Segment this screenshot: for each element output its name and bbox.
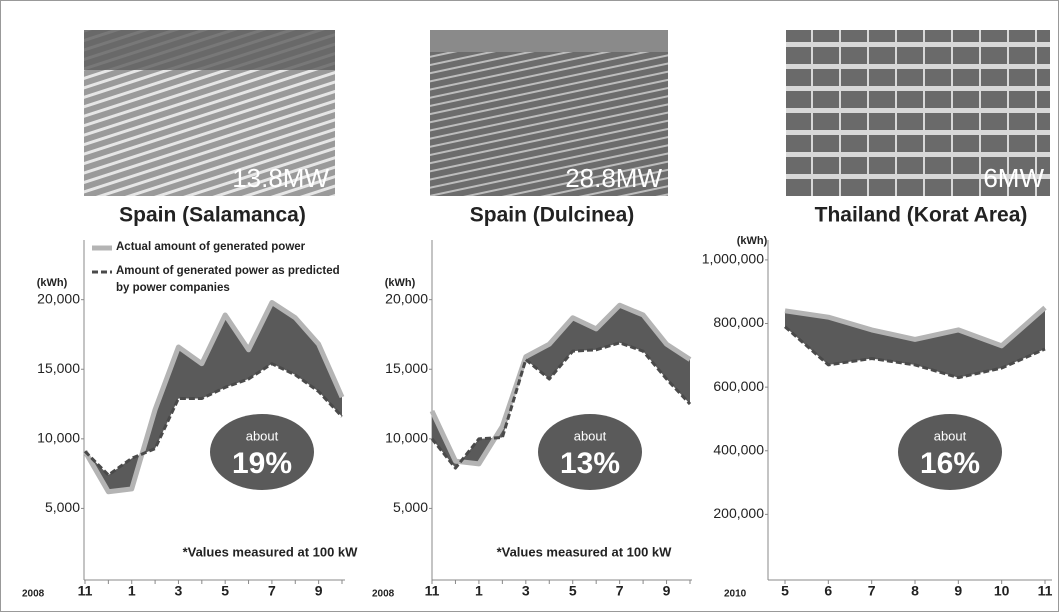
x-tick-label: 5 (781, 583, 789, 599)
x-tick-label: 3 (175, 583, 183, 599)
y-unit: (kWh) (737, 235, 768, 247)
x-tick-label: 11 (78, 583, 93, 599)
x-tick-label: 9 (663, 583, 671, 599)
chart-title: Spain (Salamanca) (119, 204, 306, 227)
x-tick-label: 1 (475, 583, 483, 599)
y-unit: (kWh) (385, 277, 416, 289)
x-tick-label: 5 (569, 583, 577, 599)
y-tick-label: 5,000 (45, 499, 80, 515)
legend-label: Amount of generated power as predicted b… (116, 263, 356, 297)
x-tick-label: 7 (268, 583, 276, 599)
x-tick-label: 9 (315, 583, 323, 599)
note: *Values measured at 100 kW (497, 544, 673, 559)
y-tick-label: 800,000 (713, 314, 764, 330)
y-tick-label: 600,000 (713, 378, 764, 394)
x-tick-label: 1 (128, 583, 136, 599)
x-tick-label: 11 (1038, 583, 1053, 599)
infographic: 13.8MW Spain (Salamanca) (kWh) 2008 5,000 10,… (0, 0, 1059, 612)
year-label: 2010 (724, 589, 747, 600)
badge-label: about (574, 428, 607, 443)
year-label: 2008 (372, 589, 395, 600)
y-unit: (kWh) (37, 277, 68, 289)
x-tick-label: 3 (522, 583, 530, 599)
badge-label: about (246, 428, 279, 443)
x-tick-label: 6 (824, 583, 832, 599)
x-tick-label: 5 (221, 583, 229, 599)
capacity: 28.8MW (565, 163, 662, 193)
y-tick-label: 5,000 (393, 499, 428, 515)
y-tick-label: 20,000 (37, 290, 80, 306)
x-tick-label: 11 (425, 583, 440, 599)
x-tick-label: 10 (994, 583, 1010, 599)
legend-entry: Amount of generated power as predicted b… (116, 263, 356, 303)
legend-label: Actual amount of generated power (116, 239, 356, 256)
y-tick-label: 400,000 (713, 441, 764, 457)
y-tick-label: 15,000 (37, 360, 80, 376)
note: *Values measured at 100 kW (183, 544, 359, 559)
y-tick-label: 1,000,000 (702, 251, 764, 267)
x-tick-label: 9 (954, 583, 962, 599)
y-tick-label: 10,000 (37, 430, 80, 446)
badge-value: 13% (560, 447, 620, 480)
chart-title: Spain (Dulcinea) (470, 204, 635, 227)
x-tick-label: 7 (616, 583, 624, 599)
x-tick-label: 7 (868, 583, 876, 599)
capacity: 6MW (983, 163, 1044, 193)
chart-title: Thailand (Korat Area) (815, 204, 1028, 227)
y-tick-label: 200,000 (713, 505, 764, 521)
x-tick-label: 8 (911, 583, 919, 599)
badge-value: 19% (232, 447, 292, 480)
y-tick-label: 15,000 (385, 360, 428, 376)
badge-label: about (934, 428, 967, 443)
capacity: 13.8MW (232, 163, 329, 193)
year-label: 2008 (22, 589, 45, 600)
y-tick-label: 10,000 (385, 430, 428, 446)
y-tick-label: 20,000 (385, 290, 428, 306)
badge-value: 16% (920, 447, 980, 480)
